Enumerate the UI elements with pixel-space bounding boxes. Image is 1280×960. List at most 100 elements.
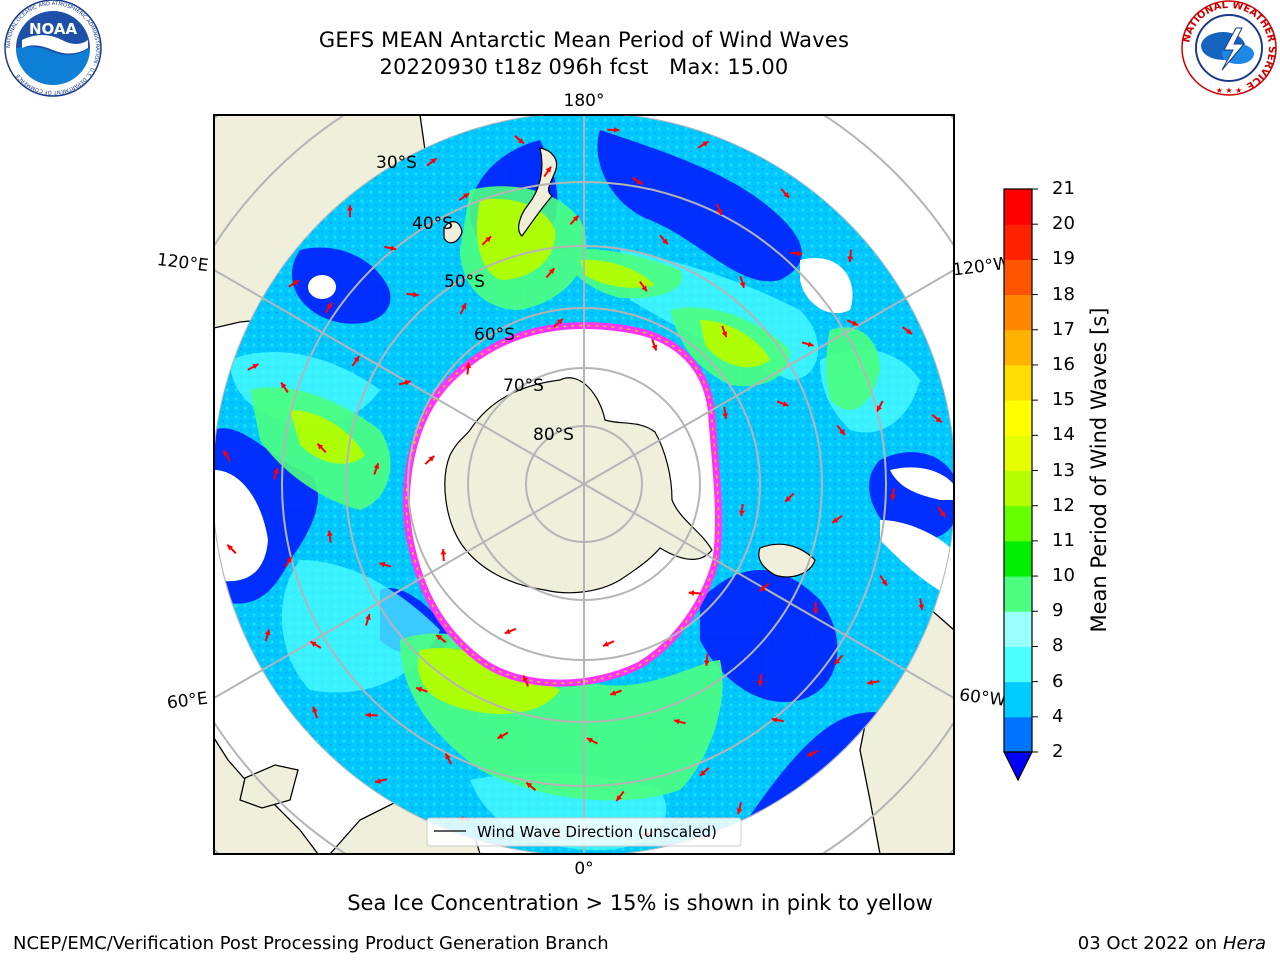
- wind-wave-arrow: [496, 731, 509, 740]
- colorbar-tick-label: 20: [1052, 213, 1075, 235]
- colorbar-label: Mean Period of Wind Waves [s]: [1087, 307, 1111, 633]
- wind-wave-arrow: [459, 302, 467, 315]
- wind-wave-arrow: [373, 462, 380, 475]
- wind-wave-arrow: [876, 400, 884, 412]
- wind-wave-arrow: [347, 205, 353, 218]
- wind-wave-arrow: [426, 157, 438, 167]
- wind-wave-arrow: [280, 381, 289, 393]
- colorbar-segment: [1004, 189, 1032, 225]
- colorbar-segment: [1004, 540, 1032, 577]
- wind-wave-arrow: [435, 634, 447, 643]
- colorbar-tick-label: 14: [1052, 424, 1075, 446]
- wind-wave-arrow: [316, 443, 327, 454]
- colorbar-segment: [1004, 329, 1032, 366]
- wind-wave-arrow: [736, 802, 743, 815]
- wind-wave-arrow: [780, 188, 790, 199]
- wind-wave-arrow: [790, 250, 803, 257]
- wind-wave-arrow: [525, 781, 537, 791]
- lat-label-70s: 70°S: [503, 376, 544, 396]
- wind-wave-arrow: [398, 379, 411, 386]
- wind-wave-arrow: [364, 613, 371, 626]
- wind-wave-arrow: [659, 234, 669, 246]
- colorbar-segment: [1004, 435, 1032, 471]
- wind-wave-arrow: [699, 767, 710, 777]
- colorbar: [1003, 188, 1038, 782]
- wind-wave-arrow: [284, 556, 293, 568]
- colorbar-tick-label: 11: [1052, 529, 1075, 551]
- wind-wave-arrow: [722, 406, 729, 419]
- wind-wave-arrow: [846, 319, 859, 327]
- wind-wave-arrow: [264, 629, 271, 642]
- wind-wave-arrow: [288, 279, 300, 288]
- wind-wave-arrow: [931, 413, 943, 424]
- wind-wave-arrow: [406, 291, 419, 298]
- wind-wave-arrow: [609, 689, 622, 696]
- latitude-labels: 30°S 40°S 50°S 60°S 70°S 80°S: [376, 153, 574, 445]
- sea-ice-note: Sea Ice Concentration > 15% is shown in …: [347, 891, 933, 915]
- colorbar-segment: [1004, 364, 1032, 401]
- colorbar-tick-label: 13: [1052, 459, 1075, 481]
- meridian-lines: [214, 115, 954, 854]
- wind-wave-arrow: [776, 400, 789, 407]
- wind-wave-arrow: [806, 749, 819, 757]
- wind-wave-arrow: [833, 654, 844, 666]
- colorbar-tick-label: 4: [1052, 705, 1064, 727]
- colorbar-segment: [1004, 646, 1032, 683]
- wind-wave-arrow: [739, 503, 745, 517]
- wind-wave-arrow: [784, 492, 795, 503]
- colorbar-tick-label: 12: [1052, 494, 1075, 516]
- colorbar-tick-label: 19: [1052, 248, 1075, 270]
- colorbar-tick-label: 8: [1052, 635, 1064, 657]
- wind-wave-arrow: [739, 276, 746, 289]
- footer-machine: Hera: [1222, 933, 1266, 954]
- wind-wave-arrow: [890, 488, 896, 501]
- wind-wave-arrow: [351, 355, 360, 367]
- colorbar-tick-label: 17: [1052, 318, 1075, 340]
- lon-label-180: 180°: [564, 91, 605, 111]
- wind-wave-arrow: [247, 363, 259, 371]
- colorbar-segment: [1004, 716, 1032, 753]
- wind-wave-arrow: [937, 506, 946, 518]
- map-subtitle: 20220930 t18z 096h fcst Max: 15.00: [379, 55, 789, 79]
- map-frame: [213, 114, 955, 855]
- wind-wave-arrow: [879, 575, 888, 587]
- wind-wave-arrow: [379, 561, 392, 568]
- wind-wave-arrows: [222, 127, 946, 839]
- lon-label-120e: 120°E: [156, 250, 210, 276]
- colorbar-segment: [1004, 681, 1032, 718]
- colorbar-tick-label: 21: [1052, 178, 1075, 199]
- lon-label-0: 0°: [574, 859, 593, 879]
- colorbar-segment: [1004, 505, 1032, 542]
- colorbar-tick-label: 9: [1052, 600, 1064, 622]
- wind-wave-arrow: [651, 338, 658, 351]
- antarctica-landmass: [444, 377, 713, 594]
- wind-wave-arrow: [365, 712, 378, 719]
- wind-wave-arrow: [374, 778, 388, 784]
- wind-wave-arrow: [901, 326, 913, 335]
- wind-wave-arrow: [310, 640, 322, 649]
- wind-wave-arrow: [222, 449, 231, 462]
- wind-wave-arrow: [631, 176, 644, 186]
- colorbar-segment: [1004, 259, 1032, 296]
- wind-wave-arrow: [514, 135, 525, 145]
- wind-wave-arrow: [545, 267, 556, 279]
- lat-label-80s: 80°S: [533, 425, 574, 445]
- wind-wave-arrow: [812, 602, 819, 615]
- wind-wave-arrow: [639, 280, 648, 292]
- wind-wave-arrow: [836, 424, 846, 436]
- wind-wave-arrow: [831, 514, 843, 524]
- lat-label-50s: 50°S: [444, 272, 485, 292]
- noaa-logo-icon: NOAA NATIONAL OCEANIC AND ATMOSPHERIC AD…: [4, 0, 102, 97]
- wind-wave-arrow: [543, 166, 552, 178]
- wind-wave-arrow: [444, 753, 453, 765]
- wind-wave-arrow: [226, 544, 237, 554]
- wind-wave-arrow: [602, 640, 615, 647]
- colorbar-extend-arrow: [1003, 751, 1033, 782]
- wind-wave-arrow: [569, 214, 580, 226]
- wind-wave-arrow: [697, 140, 709, 149]
- wind-wave-arrow: [918, 597, 925, 611]
- lat-label-40s: 40°S: [412, 214, 453, 234]
- nws-logo-icon: NATIONAL WEATHER SERVICE ★ ★ ★: [1181, 0, 1277, 96]
- wind-wave-arrow: [759, 582, 770, 592]
